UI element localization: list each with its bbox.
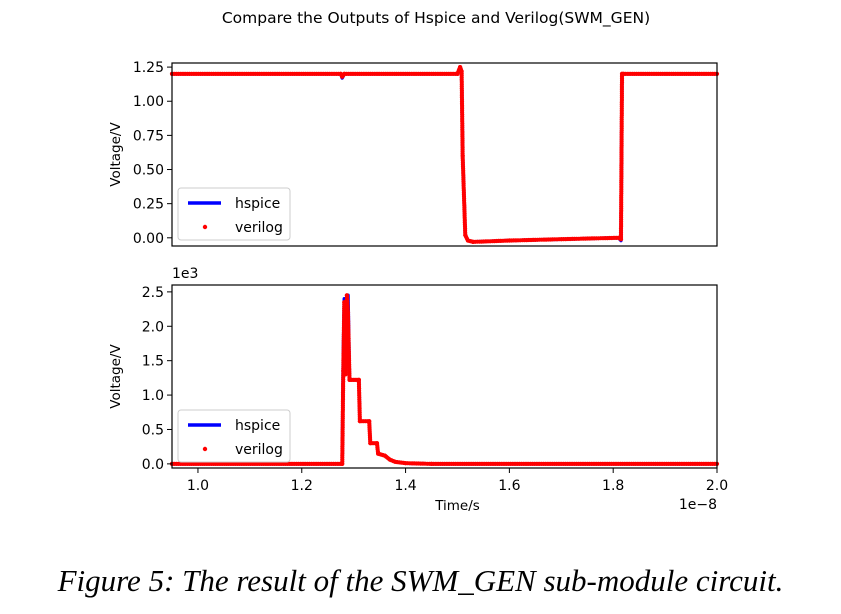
y-axis-label: Voltage/V	[108, 344, 124, 409]
y-axis-label: Voltage/V	[108, 122, 124, 187]
x-tick-label: 1.2	[291, 478, 313, 494]
legend-label-verilog: verilog	[235, 220, 283, 236]
x-tick-label: 1.4	[394, 478, 416, 494]
data-point	[429, 461, 434, 466]
x-offset-label: 1e−8	[679, 497, 717, 513]
x-axis-label: Time/s	[434, 498, 480, 514]
data-point	[357, 419, 362, 424]
y-tick-label: 1.00	[133, 94, 164, 110]
data-point	[618, 237, 624, 242]
data-point	[458, 65, 463, 70]
data-point	[344, 293, 349, 298]
y-tick-label: 2.5	[142, 285, 164, 301]
y-tick-label: 0.75	[133, 128, 164, 144]
legend-swatch-verilog	[202, 224, 208, 230]
data-point	[621, 71, 626, 76]
legend: hspice verilog	[177, 187, 291, 241]
y-tick-label: 1.25	[133, 60, 164, 76]
data-point	[382, 453, 387, 458]
x-tick-label: 1.6	[498, 478, 520, 494]
x-tick-label: 1.0	[187, 478, 209, 494]
data-point	[459, 69, 464, 74]
bottom-plot: 0.0 0.5 1.0 1.5 2.0 2.5 Voltage/V 1.0 1.2 1.4 1.6 1…	[108, 266, 728, 514]
legend-label-hspice: hspice	[235, 196, 280, 212]
x-tick-label: 1.8	[602, 478, 624, 494]
figure-title: Compare the Outputs of Hspice and Verilo…	[222, 9, 650, 28]
legend-label-verilog: verilog	[235, 442, 283, 458]
y-tick-label: 1.0	[142, 388, 164, 404]
figure-caption: Figure 5: The result of the SWM_GEN sub-…	[57, 563, 784, 598]
series-dots-verilog	[169, 65, 720, 244]
data-point	[559, 237, 564, 242]
data-point	[342, 300, 347, 305]
data-point	[343, 372, 348, 377]
y-offset-label: 1e3	[172, 266, 198, 282]
data-point	[455, 71, 460, 76]
data-point	[460, 153, 465, 158]
top-plot: 0.00 0.25 0.50 0.75 1.00 1.25 Voltage/V hspice v…	[108, 60, 720, 247]
y-tick-label: 0.25	[133, 197, 164, 213]
series-dots-verilog	[169, 293, 720, 466]
y-tick-label: 2.0	[142, 319, 164, 335]
data-point	[403, 461, 408, 466]
data-point	[393, 459, 398, 464]
data-point	[374, 441, 380, 446]
legend-swatch-verilog	[202, 446, 208, 452]
y-tick-label: 0.50	[133, 163, 164, 179]
data-point	[367, 419, 372, 424]
data-point	[347, 377, 352, 382]
legend-label-hspice: hspice	[235, 418, 280, 434]
y-tick-label: 0.0	[142, 457, 164, 473]
data-point	[356, 377, 361, 382]
data-point	[507, 238, 512, 243]
data-point	[463, 233, 468, 238]
y-tick-label: 1.5	[142, 354, 164, 370]
data-point	[387, 457, 393, 462]
data-point	[342, 71, 347, 76]
data-point	[470, 239, 476, 244]
data-point	[341, 368, 346, 374]
data-point	[345, 310, 351, 315]
plot-frame	[171, 62, 718, 247]
data-point	[465, 238, 470, 243]
data-point	[368, 441, 373, 446]
plot-frame	[171, 284, 718, 469]
legend: hspice verilog	[177, 409, 291, 463]
data-point	[376, 451, 381, 456]
y-tick-label: 0.00	[133, 231, 164, 247]
x-tick-label: 2.0	[706, 478, 728, 494]
data-point	[340, 461, 345, 466]
y-tick-label: 0.5	[142, 422, 164, 438]
